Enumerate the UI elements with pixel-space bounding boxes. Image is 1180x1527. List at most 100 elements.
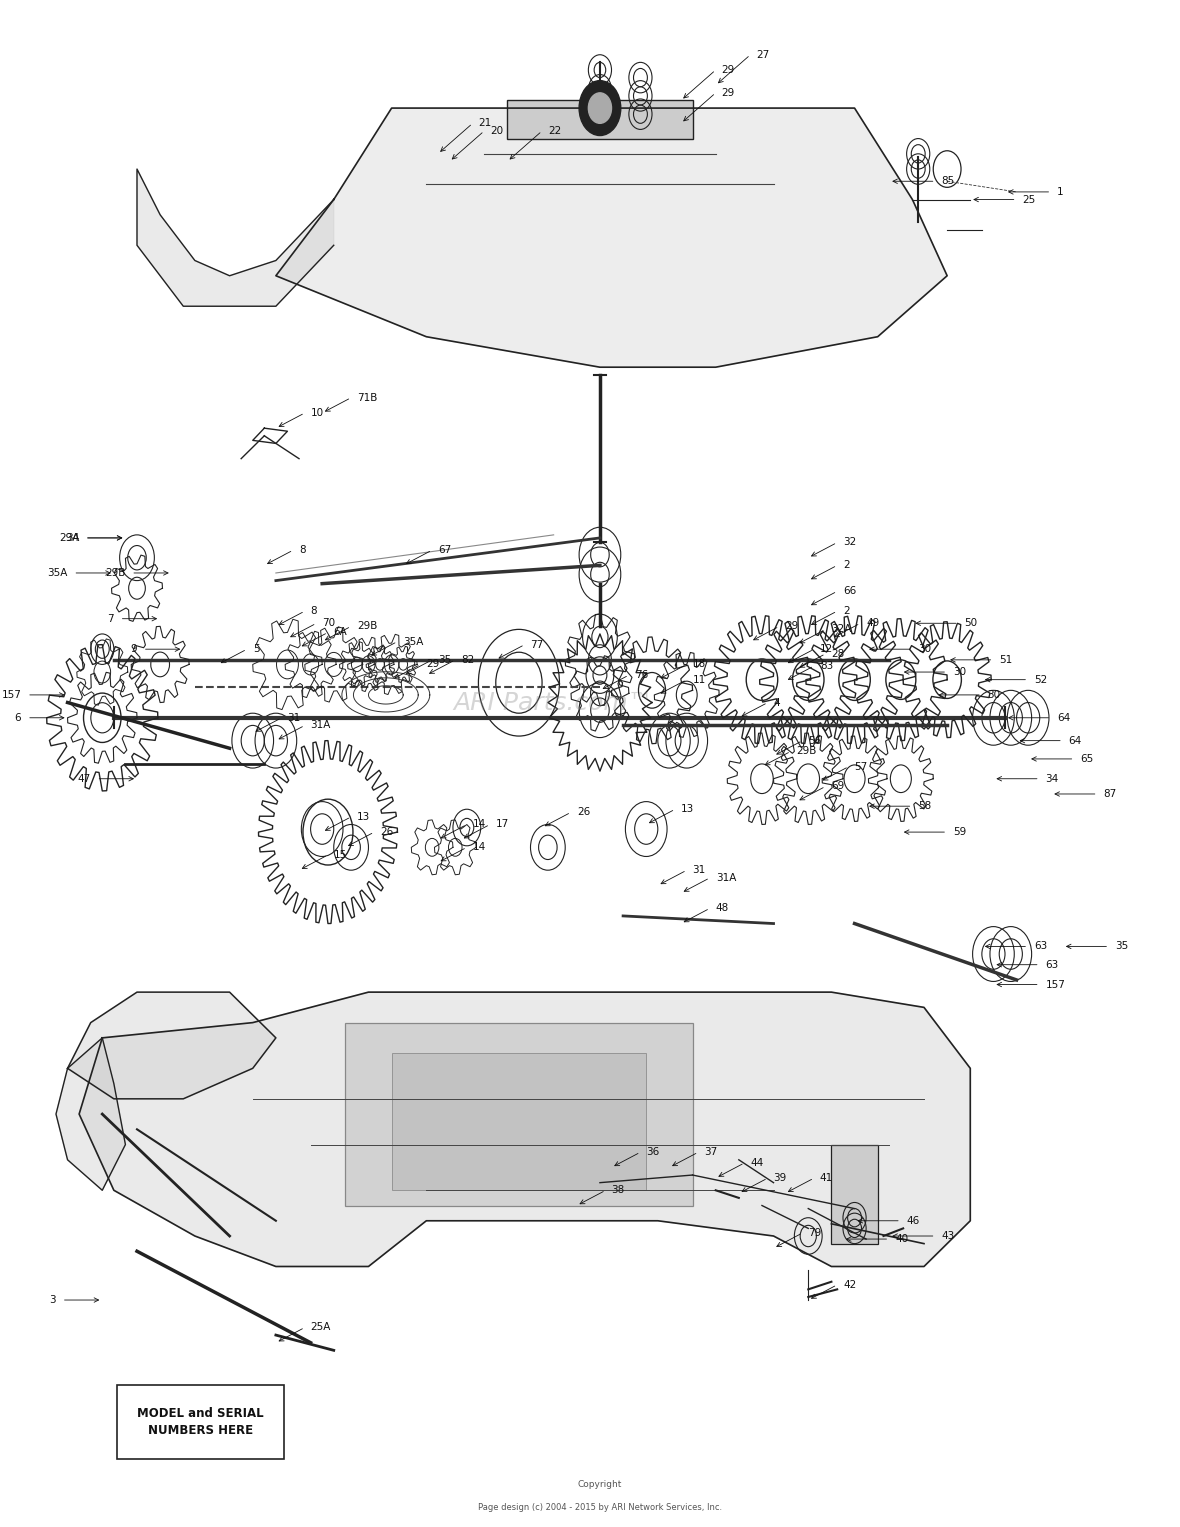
Text: 87: 87 (1103, 789, 1116, 799)
FancyBboxPatch shape (117, 1385, 284, 1460)
Text: 4: 4 (774, 698, 780, 707)
Text: 31A: 31A (310, 721, 330, 730)
Polygon shape (67, 993, 276, 1099)
Text: 11: 11 (693, 675, 706, 684)
Text: 35: 35 (1115, 942, 1128, 951)
Text: 59: 59 (953, 828, 966, 837)
Text: 13: 13 (356, 812, 371, 822)
Text: 70: 70 (322, 618, 335, 628)
Text: 71B: 71B (356, 392, 378, 403)
Text: 157: 157 (1045, 979, 1066, 989)
Text: 1: 1 (1057, 186, 1063, 197)
Text: 32: 32 (843, 538, 857, 548)
Text: 7: 7 (107, 614, 113, 623)
Text: 39: 39 (774, 1173, 787, 1183)
Text: 29B: 29B (105, 568, 125, 579)
Text: 44: 44 (750, 1157, 763, 1168)
Text: 30: 30 (918, 644, 931, 654)
Text: 40: 40 (896, 1234, 909, 1245)
Text: 18: 18 (693, 660, 706, 669)
Text: 65: 65 (1080, 754, 1094, 764)
Text: 46: 46 (906, 1215, 920, 1226)
Polygon shape (55, 1038, 125, 1190)
Text: 38: 38 (611, 1185, 624, 1196)
Text: 25A: 25A (310, 1322, 330, 1333)
Text: 66: 66 (843, 586, 857, 596)
Text: 58: 58 (918, 802, 931, 811)
Text: 9: 9 (130, 644, 137, 654)
Text: 31A: 31A (716, 873, 736, 883)
Text: 3: 3 (50, 1295, 55, 1306)
Text: 47: 47 (78, 774, 91, 783)
Text: 8: 8 (299, 545, 306, 556)
Text: 22: 22 (548, 125, 562, 136)
Text: 67: 67 (438, 545, 451, 556)
Text: 83: 83 (820, 661, 833, 670)
Text: 63: 63 (1034, 942, 1047, 951)
Text: 49: 49 (866, 618, 879, 628)
Text: 34: 34 (66, 533, 79, 544)
Text: 37: 37 (704, 1147, 717, 1157)
Text: 43: 43 (942, 1231, 955, 1241)
Bar (346, 1023, 693, 1205)
Text: 17: 17 (496, 820, 509, 829)
Text: 157: 157 (1, 690, 21, 699)
Text: 8: 8 (310, 606, 317, 615)
Text: 30: 30 (953, 667, 966, 676)
Text: 2: 2 (843, 606, 850, 615)
Text: 28: 28 (832, 649, 845, 658)
Text: 85: 85 (942, 176, 955, 186)
Text: 29: 29 (721, 66, 735, 75)
Text: 6: 6 (14, 713, 21, 722)
Text: 27: 27 (756, 50, 769, 60)
Text: 69: 69 (832, 782, 845, 791)
Text: 12: 12 (820, 644, 833, 654)
Text: 30: 30 (988, 690, 1001, 699)
Text: 56: 56 (808, 736, 821, 745)
Polygon shape (276, 108, 948, 366)
Text: 64: 64 (1069, 736, 1082, 745)
Bar (507, 101, 693, 139)
Text: 51: 51 (999, 655, 1012, 664)
Text: 14: 14 (473, 843, 486, 852)
Text: 29A: 29A (59, 533, 79, 544)
Text: Page design (c) 2004 - 2015 by ARI Network Services, Inc.: Page design (c) 2004 - 2015 by ARI Netwo… (478, 1503, 722, 1512)
Text: 14: 14 (473, 820, 486, 829)
Text: MODEL and SERIAL
NUMBERS HERE: MODEL and SERIAL NUMBERS HERE (137, 1406, 264, 1437)
Text: 26: 26 (577, 808, 590, 817)
Text: 15: 15 (334, 851, 347, 860)
Text: 10: 10 (310, 408, 323, 418)
Text: 57: 57 (854, 762, 867, 771)
Text: 41: 41 (820, 1173, 833, 1183)
Text: 21: 21 (478, 118, 492, 128)
Text: 79: 79 (808, 1228, 821, 1238)
Text: 29: 29 (785, 621, 799, 631)
Text: 35A: 35A (404, 637, 424, 646)
Text: 64: 64 (1057, 713, 1070, 722)
Text: 29: 29 (721, 89, 735, 98)
Circle shape (579, 81, 621, 136)
Text: 52: 52 (1034, 675, 1047, 684)
Text: 32A: 32A (832, 625, 852, 634)
Text: 20: 20 (490, 125, 503, 136)
Text: 29B: 29B (356, 621, 378, 631)
Text: 63: 63 (1045, 959, 1058, 970)
Text: 31: 31 (693, 866, 706, 875)
Text: 82: 82 (461, 655, 474, 664)
Text: 36: 36 (647, 1147, 660, 1157)
Text: 48: 48 (716, 904, 729, 913)
Text: 77: 77 (531, 640, 544, 649)
Text: 2: 2 (843, 560, 850, 571)
Text: 31: 31 (288, 713, 301, 722)
Text: 35: 35 (438, 655, 451, 664)
Polygon shape (137, 169, 334, 307)
Text: 13: 13 (681, 805, 694, 814)
Bar (832, 1145, 878, 1243)
Text: 42: 42 (843, 1280, 857, 1290)
Polygon shape (79, 993, 970, 1266)
Circle shape (589, 93, 611, 124)
Text: 50: 50 (964, 618, 977, 628)
Text: 29: 29 (426, 660, 440, 669)
Text: ARI Parts.com™: ARI Parts.com™ (454, 690, 654, 715)
Bar (392, 1054, 647, 1190)
